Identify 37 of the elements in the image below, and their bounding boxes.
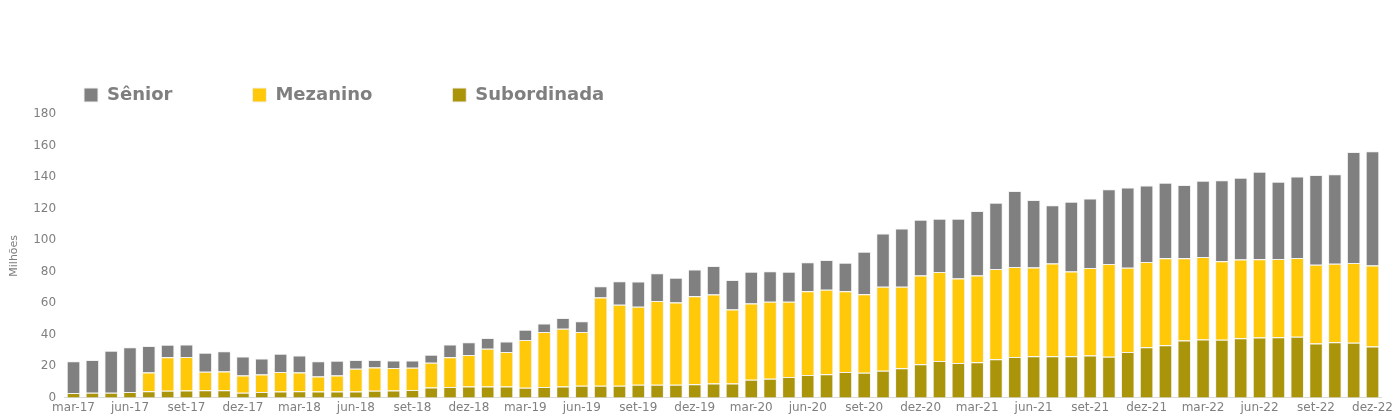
x-tick-label: dez-18 — [448, 399, 490, 414]
y-tick-label: 0 — [48, 389, 57, 404]
x-tick-label: jun-21 — [1013, 399, 1053, 414]
x-tick-label: mar-21 — [955, 399, 999, 414]
x-tick-label: set-21 — [1071, 399, 1110, 414]
legend-label: Sênior — [107, 82, 173, 104]
y-tick-label: 40 — [40, 326, 57, 341]
y-tick-label: 80 — [40, 263, 57, 278]
x-tick-label: dez-17 — [222, 399, 264, 414]
x-tick-label: set-17 — [167, 399, 206, 414]
x-tick-label: jun-22 — [1239, 399, 1279, 414]
x-tick-label: jun-17 — [109, 399, 150, 414]
x-tick-label: set-20 — [845, 399, 884, 414]
y-tick-label: 20 — [40, 358, 57, 373]
x-tick-label: dez-22 — [1352, 399, 1393, 414]
y-axis-title: Milhões — [7, 234, 21, 277]
x-tick-label: jun-18 — [335, 399, 375, 414]
legend-label: Subordinada — [475, 82, 605, 104]
y-tick-label: 100 — [33, 232, 57, 247]
x-tick-label: mar-19 — [503, 399, 547, 414]
x-tick-label: dez-20 — [900, 399, 942, 414]
x-tick-label: mar-18 — [278, 399, 321, 414]
y-tick-label: 60 — [40, 295, 57, 310]
y-tick-label: 120 — [33, 200, 57, 215]
x-tick-label: dez-19 — [674, 399, 716, 414]
x-tick-label: dez-21 — [1126, 399, 1168, 414]
x-tick-label: set-22 — [1297, 399, 1336, 414]
y-tick-label: 140 — [33, 169, 57, 184]
x-tick-label: jun-20 — [787, 399, 827, 414]
y-tick-label: 180 — [33, 106, 57, 121]
legend-label: Mezanino — [275, 82, 373, 104]
y-tick-label: 160 — [33, 137, 57, 152]
x-tick-label: set-18 — [393, 399, 432, 414]
x-tick-label: mar-22 — [1181, 399, 1225, 414]
x-tick-label: jun-19 — [561, 399, 601, 414]
x-tick-label: mar-20 — [729, 399, 773, 414]
x-tick-label: set-19 — [619, 399, 658, 414]
